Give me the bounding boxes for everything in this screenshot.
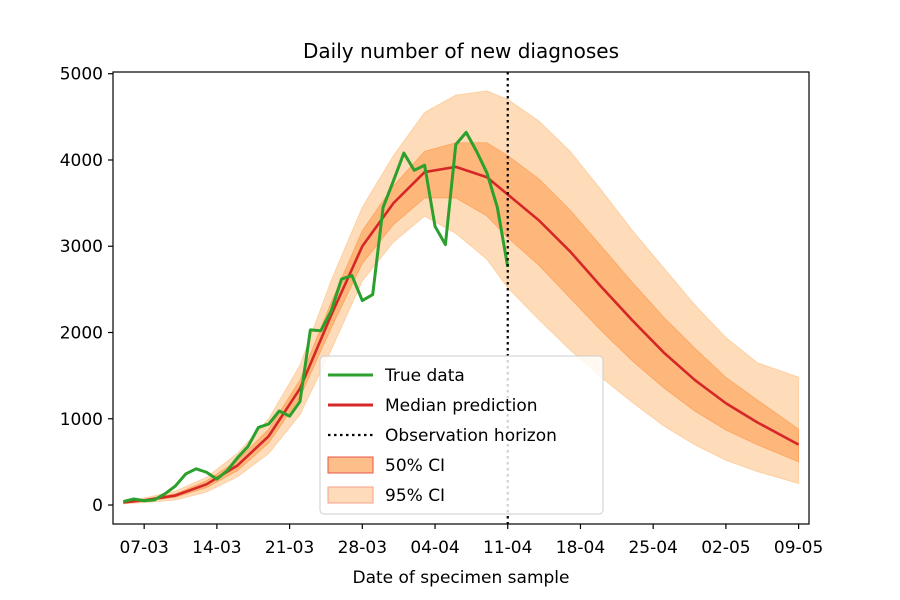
x-tick-label: 28-03 <box>338 538 387 558</box>
legend-label-true: True data <box>384 366 465 386</box>
legend-box <box>319 355 604 515</box>
x-axis-label: Date of specimen sample <box>352 568 569 588</box>
legend: True data Median prediction Observation ho… <box>319 355 604 515</box>
x-tick-label: 11-04 <box>483 538 532 558</box>
ci50-band-group <box>122 142 800 504</box>
legend-swatch-ci50 <box>327 456 374 474</box>
x-tick-label: 14-03 <box>192 538 241 558</box>
y-axis: 0 1000 2000 3000 4000 5000 <box>60 65 113 516</box>
legend-entry-ci50: 50% CI <box>327 456 445 476</box>
legend-entries: True data Median prediction Observation ho… <box>327 366 557 506</box>
legend-entry-ci95: 95% CI <box>327 486 445 506</box>
x-axis: 07-03 14-03 21-03 28-03 04-04 11-04 18-04 25-04… <box>119 524 823 558</box>
x-tick-label: 02-05 <box>701 538 750 558</box>
axes-frame <box>112 71 810 525</box>
y-tick-label: 1000 <box>60 410 103 430</box>
true-data-line-group <box>123 130 510 504</box>
legend-entry-horizon: Observation horizon <box>328 426 557 446</box>
y-tick-label: 3000 <box>60 237 103 257</box>
true-data-line <box>123 130 510 504</box>
x-tick-label: 04-04 <box>410 538 459 558</box>
ci50-band <box>122 142 800 504</box>
x-tick-label: 18-04 <box>556 538 605 558</box>
y-tick-label: 2000 <box>60 324 103 344</box>
legend-entry-true: True data <box>328 366 465 386</box>
x-tick-label: 09-05 <box>774 538 823 558</box>
chart-title: Daily number of new diagnoses <box>303 39 619 63</box>
legend-label-ci95: 95% CI <box>385 486 445 506</box>
y-tick-label: 0 <box>92 496 103 516</box>
legend-label-ci50: 50% CI <box>385 456 445 476</box>
x-tick-label: 07-03 <box>119 538 168 558</box>
x-tick-label: 21-03 <box>265 538 314 558</box>
legend-entry-median: Median prediction <box>328 396 538 416</box>
y-tick-label: 5000 <box>60 65 103 85</box>
y-tick-label: 4000 <box>60 151 103 171</box>
x-tick-label: 25-04 <box>628 538 677 558</box>
legend-swatch-ci95 <box>327 486 374 504</box>
legend-label-horizon: Observation horizon <box>385 426 557 446</box>
legend-label-median: Median prediction <box>385 396 538 416</box>
